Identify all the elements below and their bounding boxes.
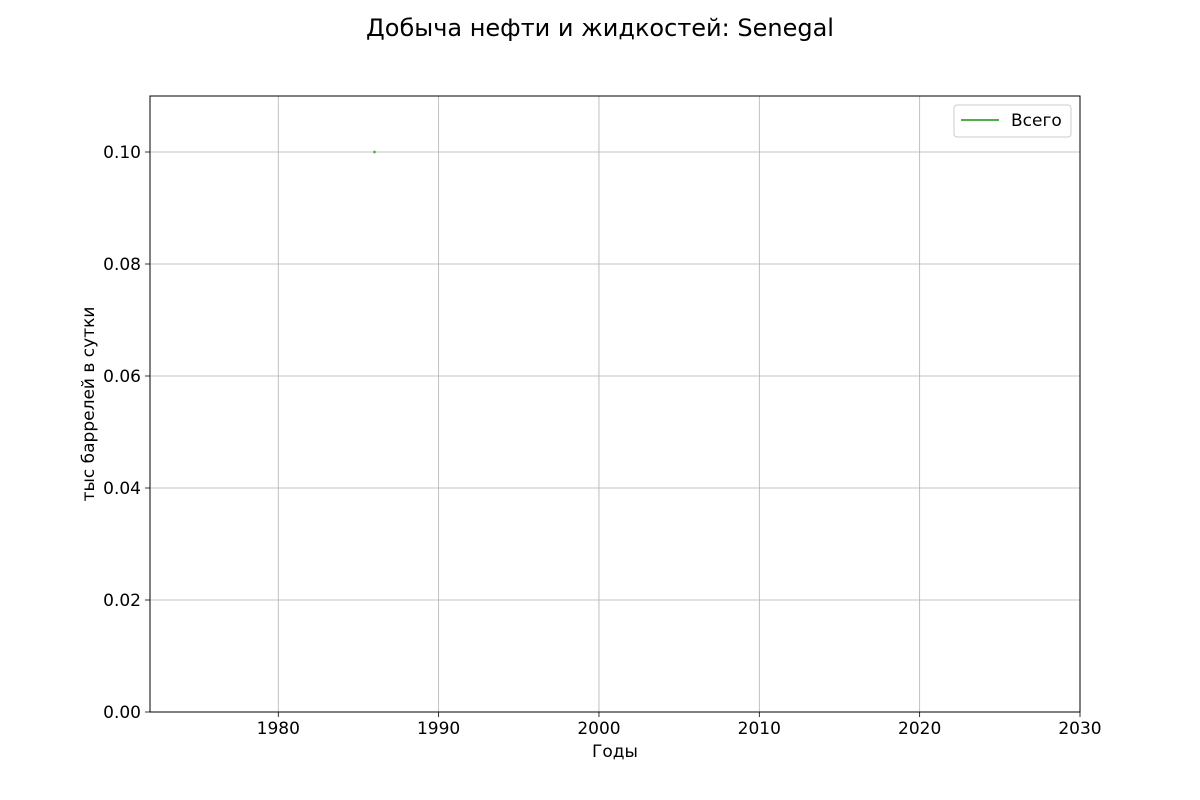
y-tick-label: 0.08: [103, 255, 141, 275]
grid-lines: [150, 96, 1081, 713]
x-tick-label: 2030: [1058, 719, 1101, 739]
plot-frame: [149, 95, 1081, 713]
y-axis: 0.00 0.02 0.04 0.06 0.08 0.10: [103, 143, 150, 723]
x-tick-label: 2000: [577, 719, 620, 739]
x-tick-label: 1990: [417, 719, 460, 739]
x-axis-label: Годы: [592, 742, 638, 762]
data-point: [373, 150, 376, 154]
legend: Всего: [953, 104, 1072, 138]
legend-label-total: Всего: [1011, 111, 1062, 131]
x-tick-label: 1980: [257, 719, 300, 739]
chart-title: Добыча нефти и жидкостей: Senegal: [366, 14, 834, 42]
y-tick-label: 0.04: [103, 479, 141, 499]
legend-box: [953, 104, 1072, 138]
y-tick-label: 0.02: [103, 591, 141, 611]
y-tick-label: 0.06: [103, 367, 141, 387]
x-tick-label: 2010: [738, 719, 781, 739]
x-axis: 1980 1990 2000 2010 2020 2030: [257, 712, 1102, 739]
x-tick-label: 2020: [898, 719, 941, 739]
y-tick-label: 0.10: [103, 143, 141, 163]
series-layer: [373, 150, 376, 154]
y-tick-label: 0.00: [103, 703, 141, 723]
y-axis-label: тыс баррелей в сутки: [79, 307, 99, 502]
